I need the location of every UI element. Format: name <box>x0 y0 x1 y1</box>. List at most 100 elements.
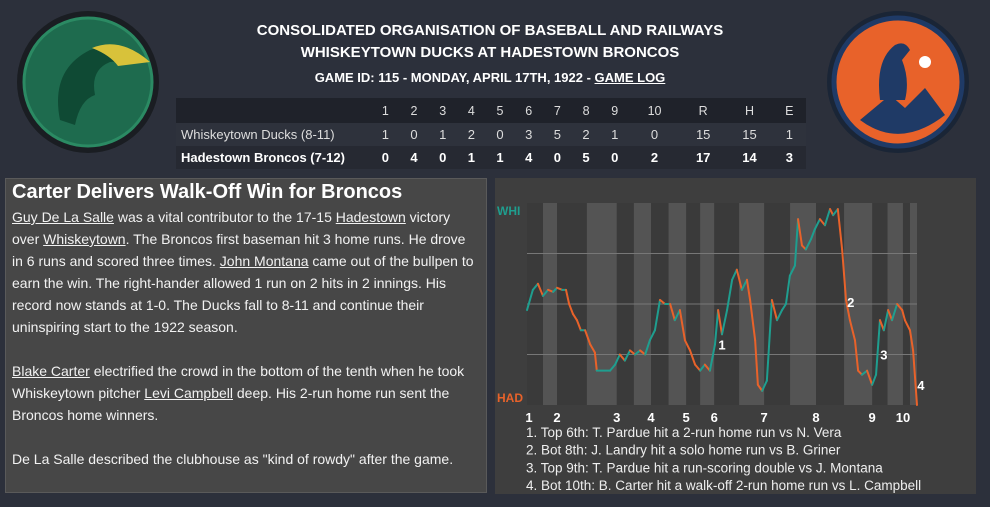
team-row: Hadestown Broncos (7-12) 0 4 0 1 1 4 0 5 0 2 17 14 3 <box>176 146 806 169</box>
event-marker: 3 <box>880 348 887 363</box>
player-link[interactable]: Hadestown <box>335 209 406 225</box>
score-cell: 1 <box>457 146 486 169</box>
score-cell: 3 <box>772 146 806 169</box>
win-probability-segment <box>875 319 881 376</box>
event-note: 3. Top 9th: T. Pardue hit a run-scoring … <box>526 460 883 475</box>
player-link[interactable]: Blake Carter <box>12 363 90 379</box>
win-probability-segment <box>788 264 796 277</box>
score-cell: 0 <box>399 123 429 146</box>
inning-label: 2 <box>553 410 560 425</box>
win-probability-segment <box>908 329 915 352</box>
win-probability-segment <box>694 363 702 372</box>
win-probability-segment <box>823 208 832 227</box>
away-logo <box>17 11 159 153</box>
win-probability-segment <box>609 363 617 372</box>
chart-panel: 1 2 3 4 5 6 7 8 9 10 WHI HAD 1 2 3 4 1. Top 6th: T. Pard… <box>495 178 976 494</box>
game-log-link[interactable]: GAME LOG <box>594 70 666 85</box>
score-cell: 1 <box>428 123 458 146</box>
score-cell: 15 <box>726 123 773 146</box>
score-cell: 0 <box>543 146 572 169</box>
win-probability-segment <box>644 339 651 356</box>
win-probability-segment <box>793 218 800 267</box>
column-header: 5 <box>485 98 515 123</box>
score-cell: 5 <box>543 123 572 146</box>
win-probability-segment <box>541 288 550 297</box>
score-cell: 0 <box>629 123 680 146</box>
column-header: 6 <box>514 98 544 123</box>
win-probability-segment <box>813 218 821 231</box>
win-probability-segment <box>531 282 539 291</box>
win-probability-segment <box>891 303 899 322</box>
corner <box>176 98 371 123</box>
win-probability-segment <box>818 218 826 227</box>
score-cell: 17 <box>680 146 727 169</box>
column-header: H <box>726 98 773 123</box>
win-probability-segment <box>754 339 759 386</box>
win-probability-segment <box>572 313 578 322</box>
win-probability-segment <box>669 303 676 322</box>
player-link[interactable]: Guy De La Salle <box>12 209 114 225</box>
player-link[interactable]: Levi Campbell <box>144 385 233 401</box>
win-probability-segment <box>568 303 575 316</box>
win-probability-segment <box>775 309 784 322</box>
story-text: electrified the crowd in the bottom of t… <box>12 363 465 401</box>
event-note: 1. Top 6th: T. Pardue hit a 2-run home r… <box>526 425 842 440</box>
win-probability-segment <box>871 373 878 386</box>
win-probability-segment <box>731 268 738 281</box>
story-text: De La Salle described the clubhouse as "… <box>12 451 454 467</box>
event-note: 2. Bot 8th: J. Landry hit a solo home ru… <box>526 443 841 458</box>
win-probability-segment <box>903 319 911 332</box>
story-text: victory over <box>12 209 451 247</box>
column-header: 7 <box>543 98 572 123</box>
column-header: R <box>680 98 727 123</box>
top-team-label: WHI <box>497 204 520 218</box>
event-marker: 4 <box>917 378 925 393</box>
win-probability-segment <box>745 278 752 301</box>
story-text: deep. His 2-run home run sent the Bronco… <box>12 385 450 423</box>
win-probability-segment <box>841 248 848 301</box>
column-header: 2 <box>399 98 429 123</box>
logo-horse <box>879 43 910 100</box>
win-probability-segment <box>699 363 706 372</box>
win-probability-segment <box>901 309 906 322</box>
win-probability-segment <box>575 319 582 332</box>
inning-label: 9 <box>869 410 876 425</box>
game-id: GAME ID: 115 - MONDAY, APRIL 17TH, 1922 … <box>314 70 595 85</box>
score-cell: 2 <box>571 123 601 146</box>
win-probability-segment <box>678 309 686 342</box>
player-link[interactable]: John Montana <box>219 253 309 269</box>
win-probability-segment <box>765 298 773 382</box>
team-name: Whiskeytown Ducks (8-11) <box>176 123 371 146</box>
column-header: E <box>772 98 806 123</box>
win-probability-segment <box>896 303 904 312</box>
win-probability-segment <box>809 228 816 241</box>
headline: Carter Delivers Walk-Off Win for Broncos <box>12 181 403 203</box>
story-text: came out of the bullpen to earn the win.… <box>12 253 474 335</box>
win-probability-segment <box>634 349 642 356</box>
linescore-header: 1 2 3 4 5 6 7 8 9 10 R H E <box>176 98 806 123</box>
player-link[interactable]: Whiskeytown <box>43 231 126 247</box>
score-cell: 1 <box>371 123 400 146</box>
win-probability-segment <box>584 329 592 346</box>
story-panel: Carter Delivers Walk-Off Win for Broncos… <box>5 178 487 493</box>
win-probability-segment <box>848 319 856 342</box>
score-cell: 1 <box>600 123 630 146</box>
win-probability-segment <box>623 349 631 362</box>
logo-bill <box>92 44 150 66</box>
event-marker: 1 <box>718 337 725 352</box>
win-probability-segment <box>804 238 812 251</box>
score-cell: 0 <box>371 146 400 169</box>
inning-label: 5 <box>683 410 690 425</box>
inning-label: 8 <box>812 410 819 425</box>
story-paragraph: Guy De La Salle was a vital contributor … <box>12 206 480 338</box>
bottom-team-label: HAD <box>497 391 523 405</box>
win-probability-segment <box>836 208 844 251</box>
win-probability-segment <box>683 339 692 352</box>
win-probability-segment <box>861 369 869 376</box>
home-logo <box>827 11 969 153</box>
score-cell: 1 <box>485 146 515 169</box>
win-probability-segment <box>618 353 626 362</box>
score-cell: 3 <box>514 123 544 146</box>
story-text: was a vital contributor to the 17-15 <box>113 209 336 225</box>
